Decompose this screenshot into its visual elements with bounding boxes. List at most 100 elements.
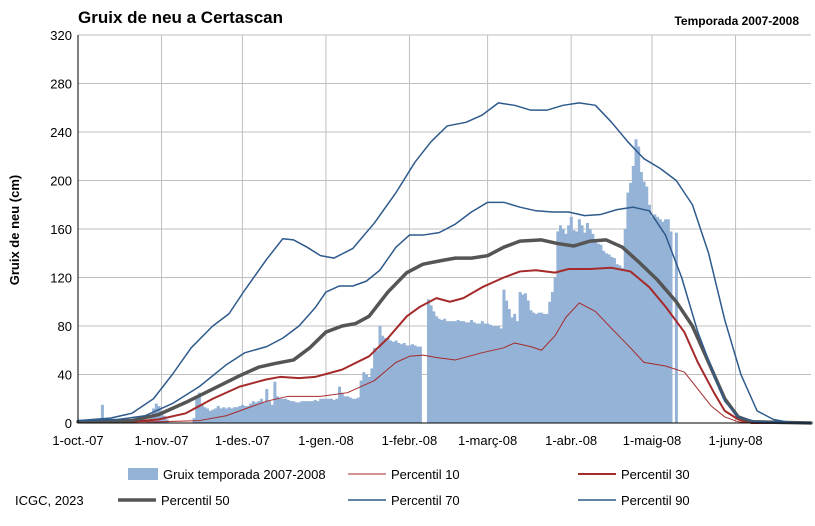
snow-bar — [243, 406, 247, 423]
snow-bar — [289, 401, 293, 423]
snow-bar — [222, 407, 226, 423]
snow-bar — [286, 399, 290, 423]
series-line-percentil-50 — [76, 238, 813, 425]
snow-bar — [338, 386, 342, 424]
x-tick-labels: 1-oct.-07 1-nov.-07 1-des.-07 1-gen.-08 1-fe… — [52, 433, 762, 448]
snow-bar — [505, 300, 509, 423]
x-tick-label: 1-juny-08 — [708, 433, 762, 448]
snow-bar — [257, 401, 261, 423]
snow-bar — [499, 328, 503, 423]
snow-bar — [572, 230, 576, 423]
y-tick-label: 160 — [50, 222, 72, 237]
percentile-lines — [76, 102, 813, 425]
snow-bar — [448, 321, 452, 423]
snow-bar — [418, 346, 422, 423]
snow-bar — [564, 233, 568, 423]
snow-bar — [647, 204, 651, 423]
snow-bar — [416, 346, 420, 423]
snow-bar — [518, 292, 522, 423]
snow-bar — [300, 401, 304, 423]
snow-bar — [381, 335, 385, 423]
y-tick-label: 120 — [50, 271, 72, 286]
snow-bar — [607, 254, 611, 423]
snow-bar — [251, 401, 255, 423]
snow-bar — [526, 300, 530, 423]
snow-bar — [596, 243, 600, 423]
snow-bar — [612, 258, 616, 423]
snow-bar — [216, 406, 220, 423]
snow-bar — [634, 139, 638, 423]
snow-bar — [426, 299, 430, 423]
snow-bar — [327, 398, 331, 423]
snow-bar — [459, 321, 463, 423]
snow-bar — [583, 232, 587, 423]
snow-bar — [230, 408, 234, 423]
snow-bar — [618, 265, 622, 424]
snow-bar — [488, 324, 492, 423]
snow-bar — [510, 317, 514, 423]
snow-bar — [491, 326, 495, 423]
snow-bar — [464, 322, 468, 423]
y-axis-label: Gruix de neu (cm) — [7, 175, 22, 286]
snow-bar — [577, 219, 581, 423]
snow-bar — [486, 323, 490, 423]
snow-bar — [281, 398, 285, 423]
snow-bar — [432, 311, 436, 423]
snow-bar — [480, 321, 484, 423]
snow-depth-bars — [100, 139, 678, 424]
snow-bar — [343, 396, 347, 423]
snow-bar — [621, 267, 624, 423]
snow-bar — [413, 345, 417, 423]
snow-bar — [440, 319, 444, 423]
snow-bar — [623, 229, 627, 423]
snow-bar — [478, 323, 482, 423]
snow-bar — [575, 231, 579, 423]
snow-bar — [365, 374, 368, 423]
snow-bar — [529, 310, 533, 423]
snow-bar — [397, 342, 401, 423]
legend-label-p30: Percentil 30 — [621, 467, 690, 482]
snow-bar — [386, 338, 390, 424]
snow-bar — [208, 410, 212, 424]
snow-bar — [359, 380, 363, 423]
snow-bar — [276, 396, 280, 423]
credit: ICGC, 2023 — [15, 493, 84, 508]
y-tick-label: 0 — [65, 416, 72, 431]
snow-bar — [410, 344, 414, 423]
snow-bar — [515, 321, 519, 423]
series-line-percentil-10 — [77, 302, 812, 424]
snow-bar — [661, 221, 665, 423]
snow-bar — [483, 323, 487, 423]
snow-bar — [639, 172, 643, 423]
snow-bar — [475, 323, 479, 423]
snow-bar — [637, 146, 641, 424]
snow-bar — [658, 219, 662, 423]
snow-bar — [567, 225, 571, 423]
snow-bar — [203, 407, 207, 423]
snow-bar — [580, 225, 584, 423]
legend-swatch-bars — [128, 468, 158, 480]
snow-bar — [292, 401, 296, 423]
legend-label-bars: Gruix temporada 2007-2008 — [163, 467, 326, 482]
snow-bar — [375, 350, 379, 423]
snow-bar — [537, 312, 541, 423]
snow-bar — [305, 401, 309, 423]
snow-bar — [542, 313, 546, 424]
x-tick-label: 1-des.-07 — [215, 433, 270, 448]
snow-bar — [378, 326, 382, 423]
snow-bar — [656, 216, 660, 424]
snow-bar — [453, 321, 457, 423]
snow-bar — [521, 294, 525, 423]
snow-bar — [556, 231, 560, 423]
y-tick-labels: 0 40 80 120 160 200 240 280 320 — [50, 28, 72, 431]
snow-bar — [437, 318, 441, 423]
chart-title: Gruix de neu a Certascan — [78, 8, 283, 27]
snow-bar — [356, 397, 360, 423]
snow-bar — [311, 401, 315, 423]
snow-bar — [591, 233, 595, 423]
snow-bar — [346, 396, 350, 423]
snow-bar — [391, 341, 395, 423]
snow-bar — [362, 372, 366, 423]
snow-bar — [629, 182, 633, 423]
snow-bar — [456, 319, 460, 423]
